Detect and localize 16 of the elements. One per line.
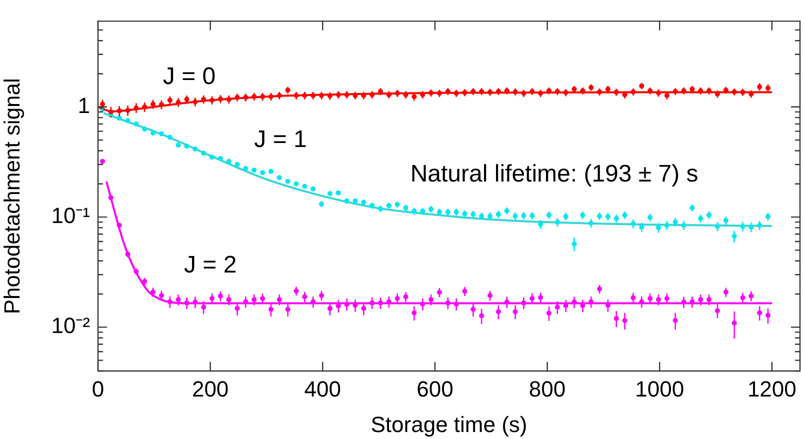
- series-label: J = 0: [162, 62, 216, 90]
- y-tick-label: 1: [78, 92, 90, 118]
- x-tick-label: 1200: [747, 376, 796, 402]
- annotation: Natural lifetime: (193 ± 7) s: [410, 160, 698, 188]
- series-label: J = 2: [184, 252, 237, 279]
- x-tick-label: 1000: [635, 376, 684, 402]
- x-tick-label: 800: [528, 376, 566, 402]
- x-tick-label: 200: [192, 376, 229, 402]
- x-tick-label: 400: [304, 376, 341, 402]
- x-axis-title: Storage time (s): [370, 412, 528, 437]
- y-tick-label: 10⁻¹: [51, 203, 90, 228]
- series-label: J = 1: [254, 126, 307, 153]
- x-tick-label: 600: [416, 376, 454, 402]
- y-tick-label: 10⁻²: [51, 313, 90, 338]
- y-axis-title: Photodetachment signal: [0, 78, 24, 314]
- x-tick-label: 0: [92, 376, 104, 402]
